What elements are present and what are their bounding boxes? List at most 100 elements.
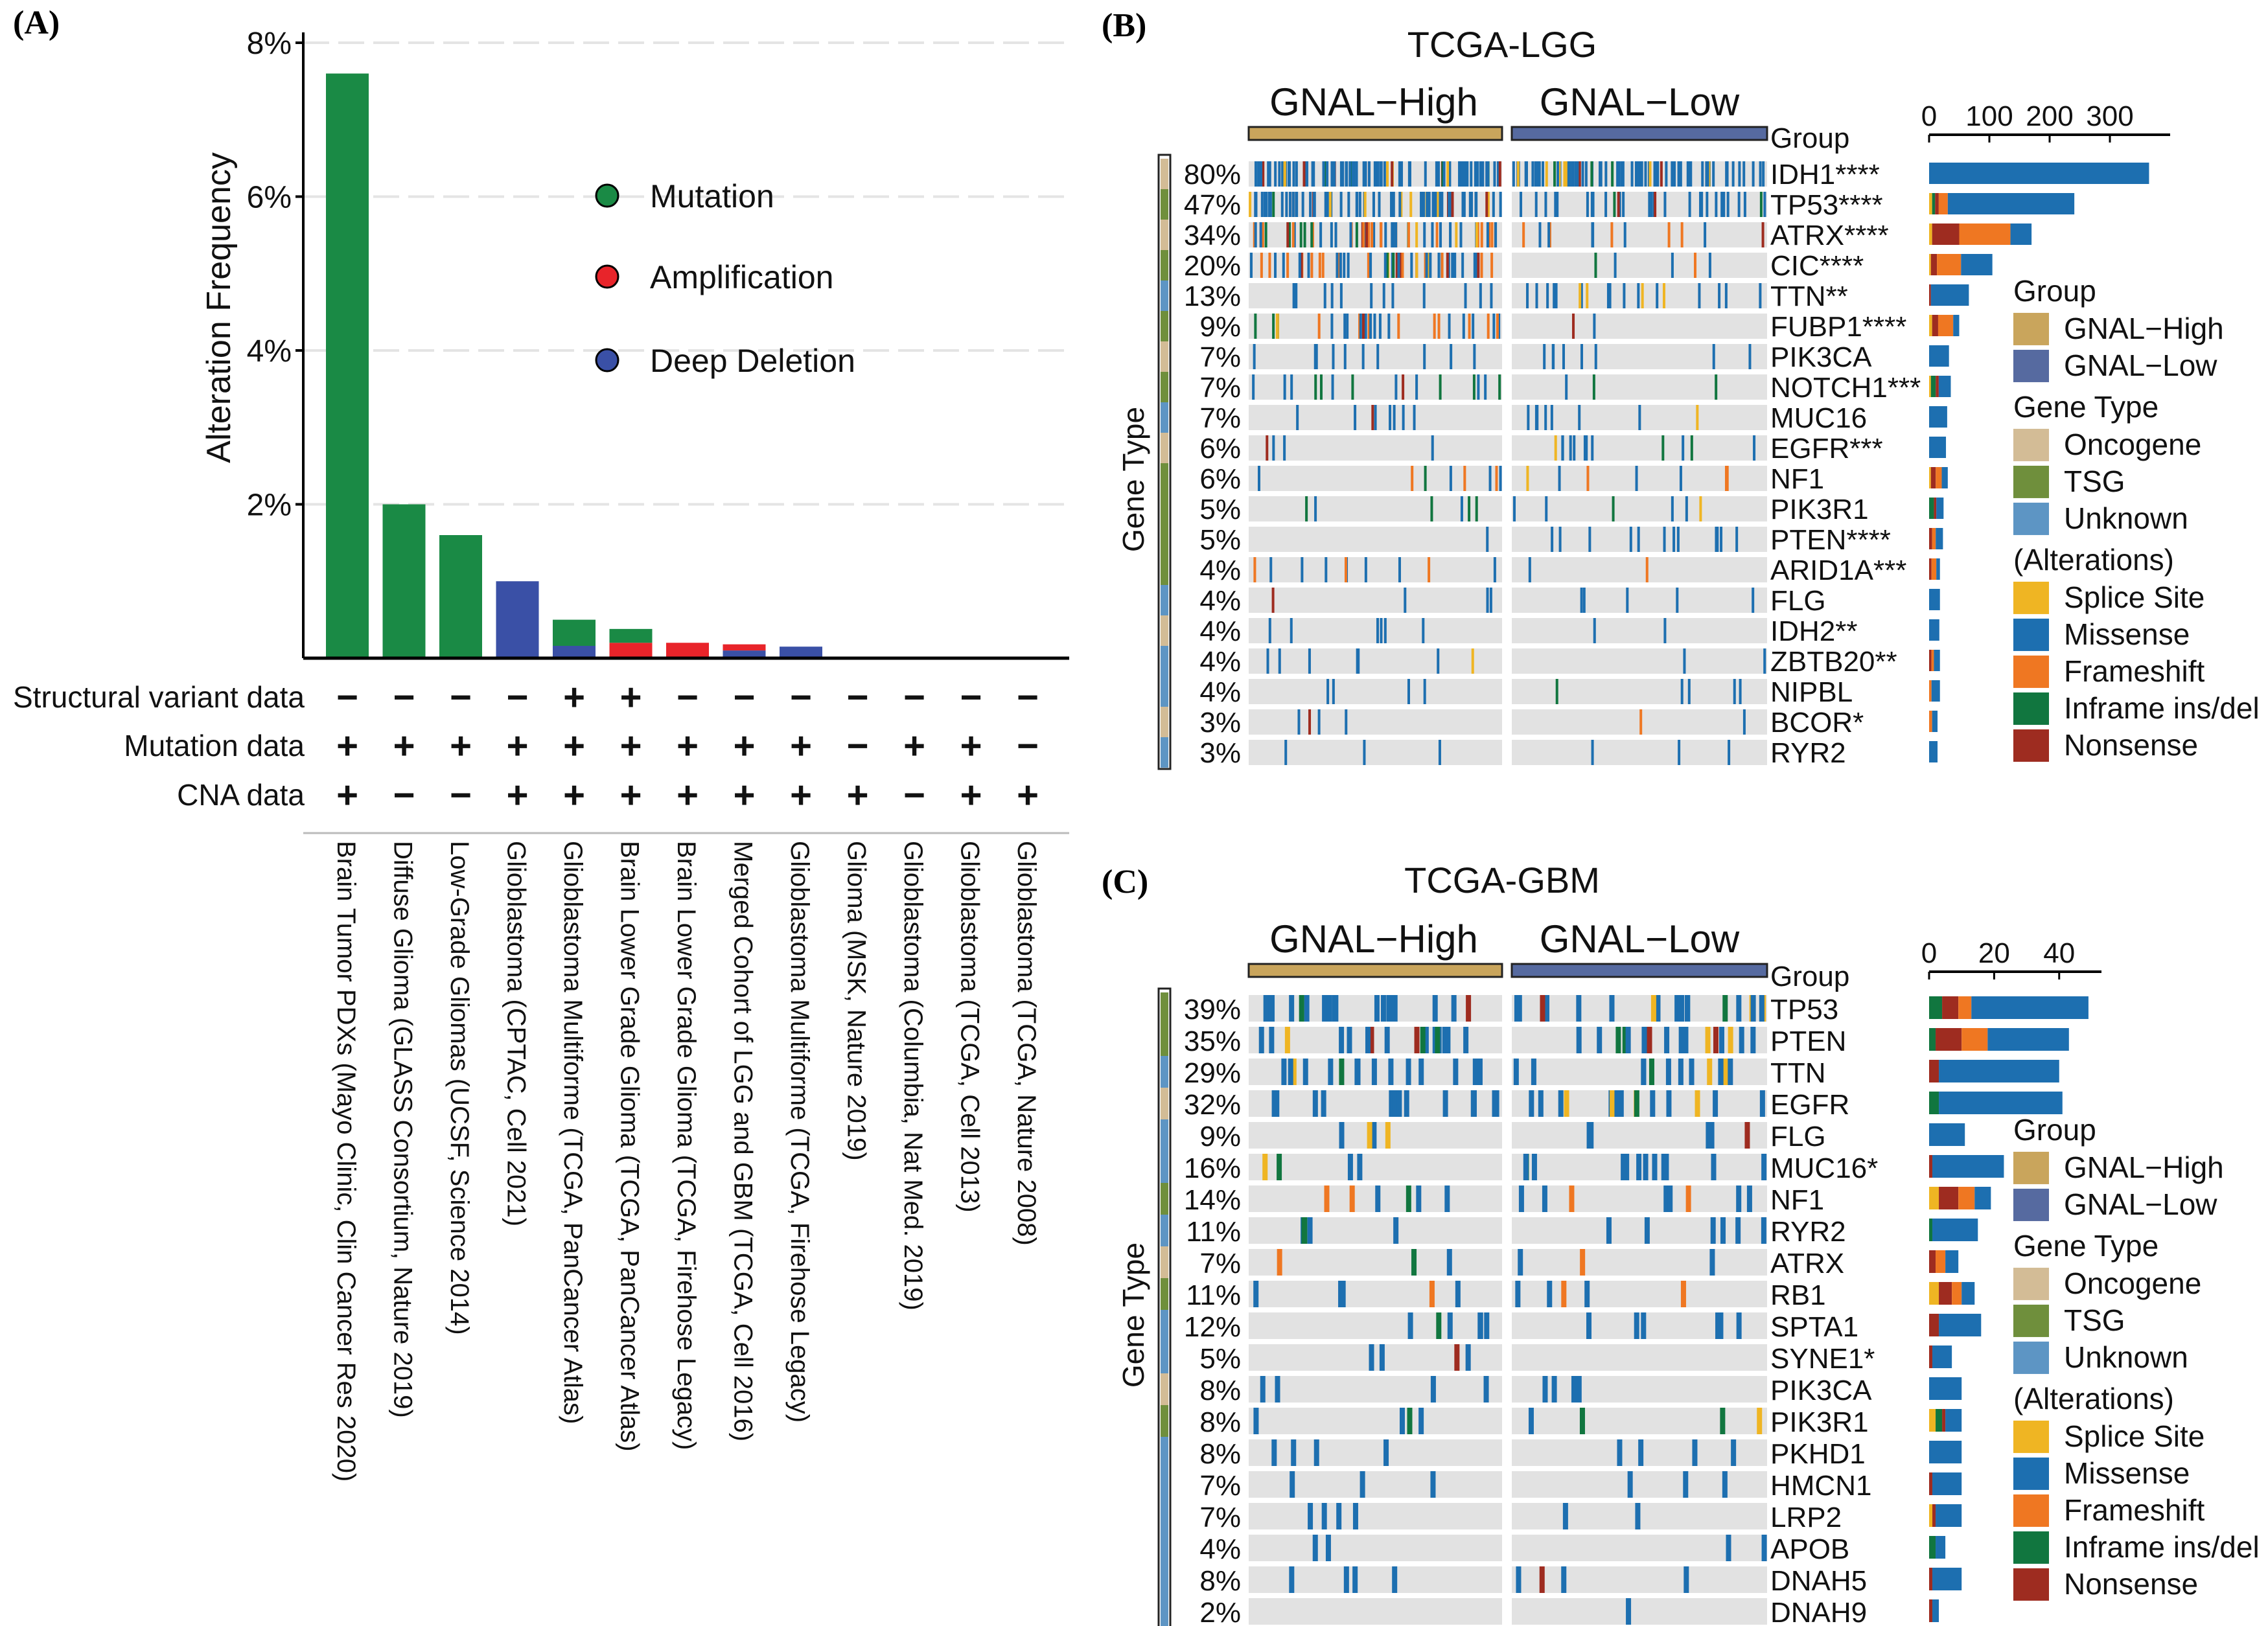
gene-type-cell xyxy=(1161,1151,1168,1183)
alteration-mark xyxy=(1374,405,1377,430)
availability-sign: + xyxy=(507,774,529,816)
alteration-mark xyxy=(1281,1059,1287,1085)
gene-row: 2% DNAH9 xyxy=(1161,1596,1939,1626)
alteration-mark xyxy=(1572,314,1575,339)
alteration-mark xyxy=(1398,253,1402,278)
alteration-mark xyxy=(1518,1249,1523,1276)
alteration-mark xyxy=(1292,283,1295,308)
alteration-mark xyxy=(1438,740,1441,765)
group-bar-low xyxy=(1510,963,1768,978)
alteration-mark xyxy=(1346,314,1349,339)
alteration-mark xyxy=(1302,161,1306,187)
alteration-mark xyxy=(1303,222,1306,247)
bar-segment xyxy=(1934,498,1937,519)
track-background-high xyxy=(1249,1376,1502,1403)
alteration-mark xyxy=(1618,1090,1624,1117)
gene-name: PIK3R1 xyxy=(1770,494,1869,525)
track-background-high xyxy=(1249,466,1502,491)
alteration-mark xyxy=(1376,618,1380,643)
category-label: Glioblastoma (Columbia, Nat Med. 2019) xyxy=(899,841,927,1311)
bar-segment xyxy=(609,628,653,643)
alteration-mark xyxy=(1378,314,1382,339)
bar-segment xyxy=(1936,467,1942,488)
bar-segment xyxy=(1987,1028,2069,1051)
alteration-mark xyxy=(1367,253,1370,278)
alteration-mark xyxy=(1761,1535,1767,1561)
legend-splice-swatch xyxy=(2013,581,2049,614)
alteration-mark xyxy=(1310,253,1313,278)
alteration-mark xyxy=(1629,527,1632,552)
gene-name: TTN xyxy=(1770,1057,1826,1089)
bar-segment xyxy=(1939,1282,1952,1305)
panel-a: (A) Alteration Frequency 2% 4% 6% 8% Mutati… xyxy=(13,5,1069,1482)
alteration-mark xyxy=(1627,1471,1633,1498)
alteration-mark xyxy=(1564,161,1568,187)
alteration-mark xyxy=(1667,222,1671,247)
alteration-mark xyxy=(1286,253,1290,278)
panel-b-group-header: Group xyxy=(1770,122,1849,154)
alteration-mark xyxy=(1579,1408,1585,1434)
alteration-mark xyxy=(1664,1027,1670,1053)
alteration-mark xyxy=(1653,161,1656,187)
data-rows: Structural variant data Mutation data CN… xyxy=(13,680,305,812)
bar-axis-tick-label: 300 xyxy=(2086,100,2133,132)
alteration-mark xyxy=(1738,161,1741,187)
bar-segment xyxy=(382,504,426,658)
alteration-mark xyxy=(1712,161,1715,187)
bar-segment xyxy=(1934,650,1940,671)
track-background-high xyxy=(1249,283,1502,308)
alteration-mark xyxy=(1269,1027,1275,1053)
bar-segment xyxy=(1929,1219,1933,1241)
alteration-mark xyxy=(1581,161,1584,187)
row-label-mutation: Mutation data xyxy=(124,729,305,762)
gene-type-cell xyxy=(1161,1310,1168,1342)
legend-unknown-label: Unknown xyxy=(2064,501,2188,535)
gene-percent: 9% xyxy=(1199,311,1241,343)
gene-type-cell xyxy=(1161,1500,1168,1532)
track-background-high xyxy=(1249,253,1502,278)
alteration-mark xyxy=(1362,222,1365,247)
alteration-mark xyxy=(1347,253,1350,278)
alteration-mark xyxy=(1685,496,1688,521)
gene-type-cell xyxy=(1161,159,1168,189)
alteration-mark xyxy=(1486,527,1489,552)
alteration-mark xyxy=(1339,1122,1345,1149)
alteration-mark xyxy=(1735,1217,1741,1244)
alteration-mark xyxy=(1759,161,1762,187)
bar-segment xyxy=(1929,996,1943,1019)
legend-gnal-high-label: GNAL−High xyxy=(2064,1151,2224,1184)
alteration-mark xyxy=(1389,995,1394,1022)
alteration-mark xyxy=(1339,253,1342,278)
gene-name: HMCN1 xyxy=(1770,1470,1871,1502)
y-axis-ticks: 2% 4% 6% 8% xyxy=(247,27,303,523)
gene-row: 14% NF1 xyxy=(1161,1183,1991,1216)
gene-name: NF1 xyxy=(1770,463,1824,495)
alteration-mark xyxy=(1496,314,1499,339)
alteration-mark xyxy=(1359,314,1362,339)
alteration-mark xyxy=(1486,588,1489,613)
bar-segment xyxy=(1929,1155,1933,1178)
gene-type-cell xyxy=(1161,220,1168,250)
alteration-mark xyxy=(1422,192,1426,217)
alteration-mark xyxy=(1302,1217,1308,1244)
alteration-mark xyxy=(1656,283,1659,308)
alteration-mark xyxy=(1284,1027,1290,1053)
alteration-mark xyxy=(1249,253,1253,278)
track-background-low xyxy=(1512,618,1767,643)
gene-type-cell xyxy=(1161,555,1168,585)
alteration-mark xyxy=(1262,1154,1268,1180)
alteration-mark xyxy=(1547,222,1551,247)
bar-segment xyxy=(1929,589,1940,610)
alteration-mark xyxy=(1480,222,1483,247)
alteration-mark xyxy=(1676,588,1679,613)
alteration-mark xyxy=(1253,344,1256,369)
alteration-mark xyxy=(1282,253,1285,278)
alteration-mark xyxy=(1259,222,1262,247)
alteration-mark xyxy=(1583,435,1586,461)
alteration-mark xyxy=(1364,161,1367,187)
bar-segment xyxy=(1936,558,1940,580)
legend-inframe-label: Inframe ins/del xyxy=(2064,1530,2260,1564)
gene-row: 7% NOTCH1*** xyxy=(1161,372,1951,404)
category-label: Glioblastoma Multiforme (TCGA, PanCancer… xyxy=(559,841,587,1424)
alteration-mark xyxy=(1433,314,1436,339)
